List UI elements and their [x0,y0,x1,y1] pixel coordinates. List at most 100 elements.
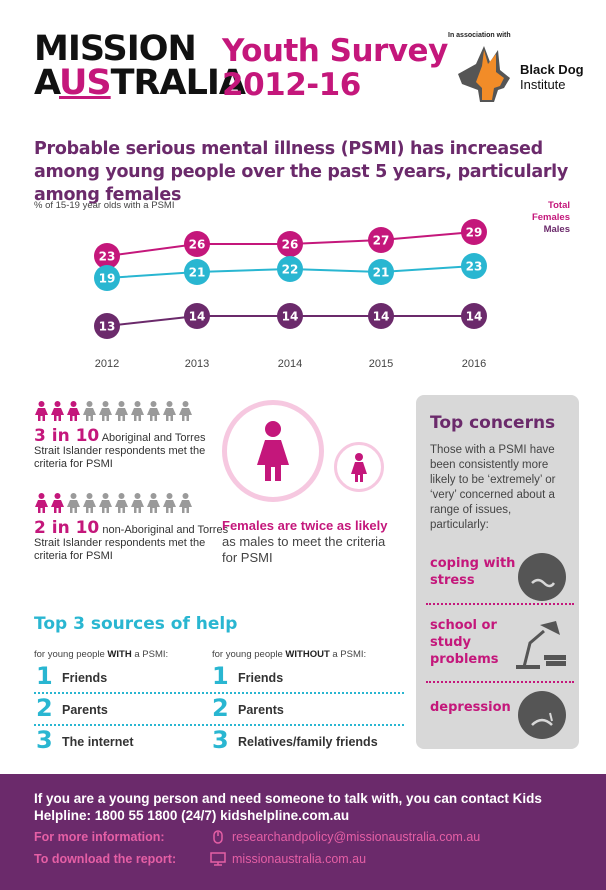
data-label-females: 21 [373,266,390,280]
data-label-males: 14 [282,310,299,324]
mission-australia-logo: MISSION AUSTRALIA [34,29,246,103]
data-label-total: 26 [282,238,299,252]
data-point-total [94,243,120,269]
person-icon [99,401,112,421]
help-label: Friends [62,671,108,685]
help-number: 3 [36,726,53,754]
data-point-females [461,253,487,279]
person-icon [179,401,192,421]
data-point-total [461,219,487,245]
person-icon-highlighted [67,401,80,421]
data-label-total: 26 [189,238,206,252]
survey-title-line-2: 2012-16 [222,67,361,103]
data-point-total [184,231,210,257]
legend-males: Males [543,224,570,235]
person-icon [147,401,160,421]
legend-females: Females [531,212,570,223]
top-concerns-panel: Top concerns Those with a PSMI have been… [416,395,579,749]
data-point-males [277,303,303,329]
desk-lamp-icon [516,621,566,669]
data-label-total: 29 [466,226,483,240]
help-with-suffix: a PSMI: [131,649,169,660]
mouse-icon [213,830,223,844]
stressed-face-icon [518,553,566,601]
x-tick-label: 2012 [95,358,119,370]
chart-y-label: % of 15-19 year olds with a PSMI [34,200,174,211]
survey-title: Youth Survey 2012-16 [222,34,448,102]
data-point-females [368,259,394,285]
data-label-total: 23 [99,250,116,264]
partner-name: Black Dog Institute [520,62,590,92]
person-icon [163,493,176,513]
logo-line-2: AUSTRALIA [34,63,246,103]
data-label-males: 14 [466,310,483,324]
data-label-total: 27 [373,234,390,248]
help-title: Top 3 sources of help [34,614,238,634]
help-divider [34,724,404,726]
logo-a: A [34,63,60,103]
data-label-males: 13 [99,320,116,334]
more-info-email-link[interactable]: researchandpolicy@missionaustralia.com.a… [232,830,481,844]
x-tick-label: 2016 [462,358,486,370]
data-label-males: 14 [189,310,206,324]
help-label: Relatives/family friends [238,735,378,749]
person-icon-highlighted [51,401,64,421]
help-number: 1 [36,662,53,690]
aboriginal-stat: 3 in 10 Aboriginal and Torres Strait Isl… [34,428,234,471]
logo-line-1: MISSION [34,29,197,69]
psmi-line-chart: % of 15-19 year olds with a PSMI 23 26 26 27… [34,200,487,370]
data-point-females [277,256,303,282]
help-divider [34,692,404,694]
help-without-subtitle: for young people WITHOUT a PSMI: [212,649,366,660]
survey-title-line-1: Youth Survey [222,33,448,69]
logo-us: US [59,63,112,103]
non-aboriginal-stat: 2 in 10 non-Aboriginal and Torres Strait… [34,520,234,563]
data-label-females: 22 [282,263,299,277]
headline: Probable serious mental illness (PSMI) h… [34,139,568,205]
person-icon-highlighted [35,493,48,513]
x-tick-label: 2013 [185,358,209,370]
concern-coping-with-stress: coping with stress [430,556,516,588]
non-aboriginal-stat-big: 2 in 10 [34,518,100,538]
data-point-males [184,303,210,329]
data-label-females: 21 [189,266,206,280]
help-with-bold: WITH [107,649,132,660]
help-label: Parents [238,703,284,717]
help-number: 2 [36,694,53,722]
help-number: 2 [212,694,229,722]
more-info-label: For more information: [34,830,165,844]
download-report-link[interactable]: missionaustralia.com.au [232,852,367,866]
concern-school-or-study-problems: school or study problems [430,618,499,667]
person-icon [131,401,144,421]
data-point-males [461,303,487,329]
concern-divider [426,681,574,683]
x-tick-label: 2014 [278,358,302,370]
black-dog-icon [458,46,510,102]
females-stat-rest: as males to meet the criteria for PSMI [222,534,386,565]
data-point-males [94,313,120,339]
person-icon [67,493,80,513]
help-with-subtitle: for young people WITH a PSMI: [34,649,168,660]
help-label: The internet [62,735,134,749]
data-point-males [368,303,394,329]
partner-name-line-2: Institute [520,77,566,92]
person-icon [131,493,144,513]
x-tick-label: 2015 [369,358,393,370]
females-stat: Females are twice as likely as males to … [222,518,402,566]
data-label-females: 19 [99,272,116,286]
females-stat-bold: Females are twice as likely [222,518,388,533]
data-point-females [184,259,210,285]
concern-depression: depression [430,700,511,715]
female-small-icon [351,453,367,482]
concern-divider [426,603,574,605]
help-number: 3 [212,726,229,754]
help-label: Friends [238,671,284,685]
aboriginal-stat-big: 3 in 10 [34,426,100,446]
person-icon [179,493,192,513]
association-label: In association with [448,32,511,39]
people-row-aboriginal [34,400,193,422]
helpline-message: If you are a young person and need someo… [34,791,542,823]
person-icon [115,401,128,421]
female-circle [222,400,324,502]
help-label: Parents [62,703,108,717]
